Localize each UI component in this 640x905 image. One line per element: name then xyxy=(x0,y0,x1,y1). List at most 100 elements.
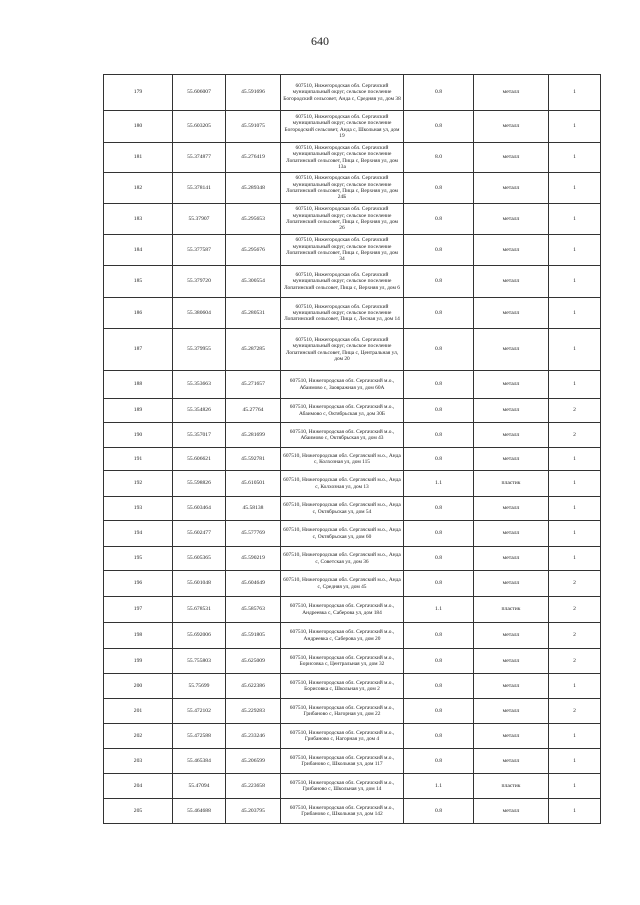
count-cell: 1 xyxy=(548,297,601,329)
address-cell: 607510, Нижегородская обл. Сергачский м.… xyxy=(280,570,404,597)
material-cell: металл xyxy=(473,370,549,399)
table-row: 188 55.353663 45.271657 607510, Нижегородск… xyxy=(103,370,601,399)
latitude-cell: 55.374877 xyxy=(172,142,226,173)
latitude-cell: 55.465384 xyxy=(172,748,226,774)
longitude-cell: 45.203795 xyxy=(225,798,281,824)
volume-cell: 0.8 xyxy=(403,110,474,143)
address-cell: 607510, Нижегородская обл. Сергачский м.… xyxy=(280,723,404,749)
longitude-cell: 45.295653 xyxy=(225,203,281,235)
address-cell: 607510, Нижегородская обл. Сергачский м.… xyxy=(280,673,404,699)
volume-cell: 0.8 xyxy=(403,798,474,824)
address-cell: 607510, Нижегородская обл. Сергачский му… xyxy=(280,328,404,371)
latitude-cell: 55.353663 xyxy=(172,370,226,399)
address-cell: 607510, Нижегородская обл. Сергачский м.… xyxy=(280,546,404,571)
material-cell: металл xyxy=(473,74,549,111)
latitude-cell: 55.603205 xyxy=(172,110,226,143)
longitude-cell: 45.591805 xyxy=(225,622,281,649)
row-number-cell: 189 xyxy=(103,398,173,423)
longitude-cell: 45.233246 xyxy=(225,723,281,749)
latitude-cell: 55.472588 xyxy=(172,723,226,749)
material-cell: металл xyxy=(473,234,549,266)
volume-cell: 8.0 xyxy=(403,142,474,173)
latitude-cell: 55.379720 xyxy=(172,265,226,298)
material-cell: металл xyxy=(473,265,549,298)
longitude-cell: 45.295676 xyxy=(225,234,281,266)
count-cell: 1 xyxy=(548,172,601,204)
latitude-cell: 55.472102 xyxy=(172,698,226,724)
volume-cell: 0.8 xyxy=(403,172,474,204)
volume-cell: 0.8 xyxy=(403,422,474,448)
row-number-cell: 202 xyxy=(103,723,173,749)
longitude-cell: 45.591696 xyxy=(225,74,281,111)
count-cell: 1 xyxy=(548,546,601,571)
address-cell: 607510, Нижегородская обл. Сергачский м.… xyxy=(280,596,404,623)
table-row: 184 55.377587 45.295676 607510, Нижегородск… xyxy=(103,234,601,266)
row-number-cell: 179 xyxy=(103,74,173,111)
table-row: 201 55.472102 45.229283 607510, Нижегородск… xyxy=(103,698,601,724)
row-number-cell: 184 xyxy=(103,234,173,266)
material-cell: металл xyxy=(473,172,549,204)
longitude-cell: 45.592781 xyxy=(225,447,281,471)
row-number-cell: 195 xyxy=(103,546,173,571)
address-cell: 607510, Нижегородская обл. Сергачский м.… xyxy=(280,370,404,399)
table-row: 187 55.379955 45.287285 607510, Нижегородск… xyxy=(103,328,601,371)
latitude-cell: 55.678531 xyxy=(172,596,226,623)
latitude-cell: 55.75699 xyxy=(172,673,226,699)
latitude-cell: 55.605365 xyxy=(172,546,226,571)
longitude-cell: 45.276419 xyxy=(225,142,281,173)
latitude-cell: 55.692006 xyxy=(172,622,226,649)
count-cell: 1 xyxy=(548,470,601,497)
longitude-cell: 45.281699 xyxy=(225,422,281,448)
table-row: 202 55.472588 45.233246 607510, Нижегородск… xyxy=(103,723,601,749)
material-cell: пластик xyxy=(473,596,549,623)
latitude-cell: 55.603464 xyxy=(172,496,226,521)
table-row: 181 55.374877 45.276419 607510, Нижегородск… xyxy=(103,142,601,173)
count-cell: 2 xyxy=(548,570,601,597)
material-cell: пластик xyxy=(473,773,549,799)
latitude-cell: 55.606007 xyxy=(172,74,226,111)
longitude-cell: 45.591075 xyxy=(225,110,281,143)
table-row: 203 55.465384 45.206599 607510, Нижегородск… xyxy=(103,748,601,774)
count-cell: 1 xyxy=(548,520,601,547)
material-cell: металл xyxy=(473,447,549,471)
table-row: 180 55.603205 45.591075 607510, Нижегородск… xyxy=(103,110,601,143)
material-cell: металл xyxy=(473,142,549,173)
longitude-cell: 45.206599 xyxy=(225,748,281,774)
row-number-cell: 185 xyxy=(103,265,173,298)
table-row: 190 55.357017 45.281699 607510, Нижегородск… xyxy=(103,422,601,448)
volume-cell: 0.8 xyxy=(403,496,474,521)
volume-cell: 0.8 xyxy=(403,74,474,111)
table-row: 195 55.605365 45.590219 607510, Нижегородск… xyxy=(103,546,601,571)
row-number-cell: 193 xyxy=(103,496,173,521)
count-cell: 2 xyxy=(548,622,601,649)
latitude-cell: 55.377587 xyxy=(172,234,226,266)
row-number-cell: 194 xyxy=(103,520,173,547)
volume-cell: 0.8 xyxy=(403,723,474,749)
latitude-cell: 55.378141 xyxy=(172,172,226,204)
longitude-cell: 45.590219 xyxy=(225,546,281,571)
count-cell: 2 xyxy=(548,596,601,623)
latitude-cell: 55.755803 xyxy=(172,648,226,674)
row-number-cell: 187 xyxy=(103,328,173,371)
table-row: 182 55.378141 45.289348 607510, Нижегородск… xyxy=(103,172,601,204)
address-cell: 607510, Нижегородская обл. Сергачский м.… xyxy=(280,622,404,649)
address-cell: 607510, Нижегородская обл. Сергачский м.… xyxy=(280,648,404,674)
longitude-cell: 45.604649 xyxy=(225,570,281,597)
count-cell: 1 xyxy=(548,798,601,824)
address-cell: 607510, Нижегородская обл. Сергачский му… xyxy=(280,110,404,143)
row-number-cell: 181 xyxy=(103,142,173,173)
address-cell: 607510, Нижегородская обл. Сергачский му… xyxy=(280,234,404,266)
volume-cell: 0.8 xyxy=(403,698,474,724)
material-cell: металл xyxy=(473,398,549,423)
longitude-cell: 45.585763 xyxy=(225,596,281,623)
container-sites-table: 179 55.606007 45.591696 607510, Нижегородск… xyxy=(103,74,601,824)
address-cell: 607510, Нижегородская обл. Сергачский м.… xyxy=(280,798,404,824)
material-cell: металл xyxy=(473,422,549,448)
row-number-cell: 198 xyxy=(103,622,173,649)
latitude-cell: 55.354826 xyxy=(172,398,226,423)
row-number-cell: 180 xyxy=(103,110,173,143)
volume-cell: 0.8 xyxy=(403,328,474,371)
table-row: 186 55.380604 45.280531 607510, Нижегородск… xyxy=(103,297,601,329)
longitude-cell: 45.289348 xyxy=(225,172,281,204)
address-cell: 607510, Нижегородская обл. Сергачский м.… xyxy=(280,698,404,724)
